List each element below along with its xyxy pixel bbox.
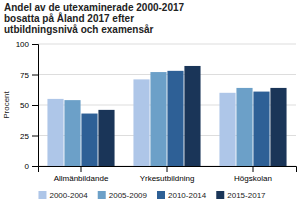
tick-label: 25: [20, 132, 29, 141]
legend-item: 2015-2017: [216, 191, 266, 200]
legend-label: 2005-2009: [109, 191, 148, 200]
legend-swatch: [157, 191, 165, 199]
tick-mark: [167, 166, 168, 172]
legend-swatch: [216, 191, 224, 199]
legend-swatch: [38, 191, 46, 199]
bars: [47, 66, 286, 166]
title-line: bosatta på Åland 2017 efter: [4, 12, 134, 24]
bar: [219, 93, 235, 166]
axis-line: [39, 167, 297, 173]
series: [47, 79, 235, 166]
grid-line: [38, 44, 296, 45]
legend-swatch: [98, 191, 106, 199]
y-tick: 25: [20, 132, 38, 141]
x-tick: Högskolan: [234, 166, 272, 183]
series: [98, 66, 286, 166]
x-tick: Allmänbildande: [54, 166, 109, 183]
series: [81, 71, 269, 166]
grid-line: [38, 74, 296, 75]
bar: [184, 66, 200, 166]
series: [64, 72, 252, 166]
bar: [81, 114, 97, 166]
bar: [98, 110, 114, 166]
tick-label: Allmänbildande: [54, 174, 109, 183]
grid: [38, 44, 296, 166]
chart: Andel av de utexaminerade 2000-2017bosat…: [0, 0, 304, 204]
legend-label: 2015-2017: [227, 191, 266, 200]
tick-mark: [32, 105, 38, 106]
legend-item: 2005-2009: [98, 191, 148, 200]
tick-label: 0: [25, 162, 30, 171]
bar: [236, 88, 252, 166]
tick-label: 75: [20, 71, 29, 80]
y-tick: 75: [20, 71, 38, 80]
bar: [64, 100, 80, 166]
tick-mark: [81, 166, 82, 172]
tick-mark: [32, 166, 38, 167]
y-axis-title: Procent: [2, 90, 11, 118]
bar: [270, 88, 286, 166]
y-tick: 0: [25, 162, 38, 171]
y-tick: 100: [16, 40, 38, 49]
tick-label: Yrkesutbildning: [140, 174, 195, 183]
tick-mark: [32, 44, 38, 45]
legend-label: 2010-2014: [168, 191, 207, 200]
bar: [47, 99, 63, 166]
x-axis: Allmänbildande Yrkesutbildning Högskolan: [39, 166, 297, 183]
title-line: Andel av de utexaminerade 2000-2017: [4, 2, 185, 13]
axis-line: [32, 45, 39, 167]
tick-mark: [32, 136, 38, 137]
tick-label: Högskolan: [234, 174, 272, 183]
bar: [150, 72, 166, 166]
tick-mark: [253, 166, 254, 172]
title-line: utbildningsnivå och examensår: [4, 24, 154, 35]
plot: 0 25 50 75 100 Allmänbildande Yrkesutbildning H…: [16, 40, 297, 183]
legend-item: 2010-2014: [157, 191, 207, 200]
legend: 2000-2004 2005-2009 2010-2014 2015-2017: [38, 191, 266, 200]
title: Andel av de utexaminerade 2000-2017bosat…: [4, 2, 185, 35]
bar: [253, 92, 269, 166]
y-axis: 0 25 50 75 100: [16, 40, 39, 171]
x-tick: Yrkesutbildning: [140, 166, 195, 183]
tick-label: 100: [16, 40, 30, 49]
legend-item: 2000-2004: [38, 191, 88, 200]
legend-label: 2000-2004: [49, 191, 88, 200]
bar: [167, 71, 183, 166]
tick-label: 50: [20, 101, 29, 110]
bar: [133, 79, 149, 166]
tick-mark: [32, 75, 38, 76]
y-tick: 50: [20, 101, 38, 110]
